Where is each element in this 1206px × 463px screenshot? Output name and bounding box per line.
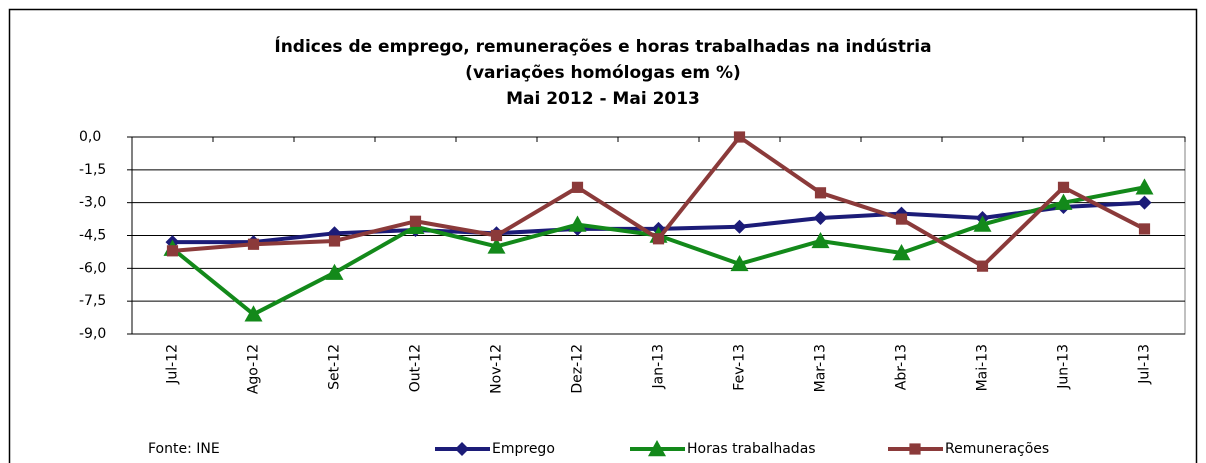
marker [325, 263, 344, 280]
x-tick-label: Jun-13 [1056, 344, 1072, 390]
x-tick-label: Dez-12 [570, 344, 586, 394]
x-tick-label: Mar-13 [813, 344, 829, 392]
marker [1135, 178, 1154, 195]
marker [244, 305, 263, 322]
marker [909, 443, 921, 455]
x-tick-label: Jul-13 [1137, 344, 1153, 385]
marker [1054, 193, 1073, 210]
x-tick-label: Ago-12 [246, 344, 262, 394]
marker [1138, 223, 1151, 235]
chart-period: Mai 2012 - Mai 2013 [506, 89, 700, 109]
x-tick-label: Jul-12 [165, 344, 181, 385]
x-tick-label: Out-12 [408, 344, 424, 392]
marker [487, 237, 506, 254]
marker [730, 254, 749, 272]
marker [568, 215, 587, 232]
marker [813, 210, 828, 225]
marker [652, 233, 665, 245]
y-tick-label: -4,5 [79, 228, 106, 244]
y-tick-label: -1,5 [79, 162, 106, 178]
chart-subtitle: (variações homólogas em %) [465, 63, 741, 83]
x-tick-label: Set-12 [327, 344, 343, 390]
legend-label: Emprego [492, 441, 555, 457]
y-tick-label: -7,5 [79, 293, 106, 309]
source-note: Fonte: INE [148, 441, 220, 457]
legend-label: Remunerações [945, 441, 1049, 457]
marker [814, 187, 827, 199]
marker [455, 442, 469, 456]
marker [973, 215, 992, 232]
y-tick-label: -6,0 [79, 260, 106, 276]
x-tick-label: Nov-12 [489, 344, 505, 394]
marker [409, 215, 422, 227]
marker [571, 181, 584, 193]
marker [247, 238, 260, 250]
marker [892, 244, 911, 261]
marker [895, 213, 908, 225]
x-tick-label: Abr-13 [894, 344, 910, 390]
marker [166, 245, 179, 257]
chart-title: Índices de emprego, remunerações e horas… [274, 35, 931, 57]
y-tick-label: 0,0 [79, 129, 101, 145]
marker [328, 235, 341, 247]
marker [733, 131, 746, 143]
x-tick-label: Mai-13 [975, 344, 991, 391]
x-tick-label: Fev-13 [732, 344, 748, 391]
marker [1137, 195, 1152, 210]
legend-label: Horas trabalhadas [687, 441, 816, 457]
x-tick-label: Jan-13 [651, 344, 667, 389]
marker [976, 260, 989, 272]
y-tick-label: -3,0 [79, 195, 106, 211]
marker [1057, 181, 1070, 193]
marker [732, 219, 747, 234]
marker [648, 440, 666, 457]
y-tick-label: -9,0 [79, 326, 106, 342]
marker [811, 231, 830, 249]
marker [490, 229, 503, 242]
